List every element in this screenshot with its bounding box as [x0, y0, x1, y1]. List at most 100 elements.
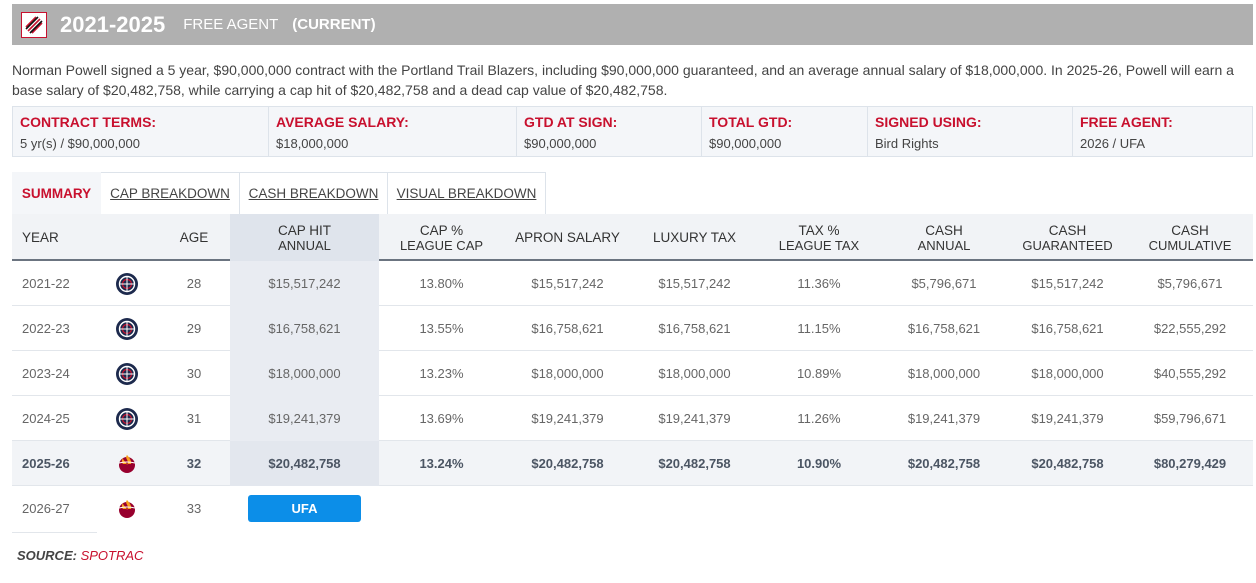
- col-luxury-tax[interactable]: LUXURY TAX: [631, 214, 758, 261]
- tab-cash-breakdown[interactable]: CASH BREAKDOWN: [240, 172, 388, 215]
- col-tax-pct[interactable]: TAX % LEAGUE TAX: [758, 214, 880, 261]
- contract-description: Norman Powell signed a 5 year, $90,000,0…: [12, 62, 1234, 98]
- cell-age: 30: [186, 366, 202, 381]
- contract-terms: CONTRACT TERMS: 5 yr(s) / $90,000,000 AV…: [12, 106, 1253, 157]
- cell-cash: $16,758,621: [907, 321, 981, 336]
- term-gtd-at-sign: GTD AT SIGN: $90,000,000: [517, 107, 702, 156]
- col-cash-cumulative[interactable]: CASH CUMULATIVE: [1127, 214, 1253, 261]
- contract-header: 2021-2025 FREE AGENT (CURRENT): [12, 4, 1253, 45]
- cell-cash-c: $59,796,671: [1153, 411, 1227, 426]
- current-label: (CURRENT): [292, 16, 376, 33]
- term-free-agent: FREE AGENT: 2026 / UFA: [1073, 107, 1252, 156]
- cell-team: [102, 351, 152, 396]
- col-cap-hit[interactable]: CAP HIT ANNUAL: [230, 214, 379, 261]
- term-label: FREE AGENT:: [1080, 114, 1173, 130]
- cell-team: [102, 486, 152, 531]
- cell-team: [102, 306, 152, 351]
- source-credit: SOURCE: SPOTRAC: [17, 548, 143, 563]
- cell-age: 32: [186, 456, 202, 471]
- contract-years: 2021-2025: [60, 11, 166, 37]
- cell-apron: $18,000,000: [531, 366, 604, 381]
- contract-status: FREE AGENT: [183, 16, 279, 33]
- cell-cash-c: $22,555,292: [1153, 321, 1227, 336]
- table-row-ufa: 2026-27 33 UFA: [12, 486, 1253, 531]
- col-year[interactable]: YEAR: [12, 214, 102, 261]
- cell-tax-pct: 11.26%: [797, 411, 841, 426]
- term-value: 2026 / UFA: [1080, 136, 1146, 151]
- col-cap-hit-sub: ANNUAL: [278, 237, 331, 253]
- ufa-badge[interactable]: UFA: [248, 495, 361, 522]
- cell-cash-g: $16,758,621: [1031, 321, 1104, 336]
- col-apron-salary[interactable]: APRON SALARY: [504, 214, 631, 261]
- ufa-row-divider: [12, 532, 97, 533]
- term-total-gtd: TOTAL GTD: $90,000,000: [702, 107, 868, 156]
- table-row: 2021-22 28 $15,517,242 13.80% $15,517,242 $15…: [12, 261, 1253, 306]
- term-value: $18,000,000: [276, 136, 349, 151]
- source-name[interactable]: SPOTRAC: [80, 548, 144, 563]
- cell-lux: $15,517,242: [658, 276, 731, 291]
- col-year-label: YEAR: [22, 230, 59, 245]
- trail-blazers-logo-icon: [21, 11, 47, 38]
- table-row: 2025-26 32 $20,482,758 13.24% $20,482,758 $20…: [12, 441, 1253, 486]
- term-average-salary: AVERAGE SALARY: $18,000,000: [269, 107, 517, 156]
- cell-tax-pct: 11.15%: [797, 321, 841, 336]
- cell-tax-pct: 11.36%: [797, 276, 841, 291]
- cell-apron: $16,758,621: [531, 321, 604, 336]
- cell-age: 31: [186, 411, 202, 426]
- breakdown-tabs: SUMMARY CAP BREAKDOWN CASH BREAKDOWN VIS…: [12, 172, 546, 215]
- tab-cap-breakdown[interactable]: CAP BREAKDOWN: [101, 172, 240, 215]
- col-cash-c-sub: CUMULATIVE: [1148, 237, 1232, 253]
- cell-cash: $20,482,758: [907, 456, 981, 471]
- cell-cap-pct: 13.69%: [419, 411, 464, 426]
- source-label: SOURCE:: [17, 548, 77, 563]
- cell-lux: $20,482,758: [658, 456, 731, 471]
- cell-apron: $20,482,758: [531, 456, 604, 471]
- term-label: CONTRACT TERMS:: [20, 114, 157, 130]
- clippers-logo-icon: [116, 317, 138, 340]
- cell-team: [102, 396, 152, 441]
- clippers-logo-icon: [116, 362, 138, 385]
- col-cap-pct[interactable]: CAP % LEAGUE CAP: [379, 214, 504, 261]
- tab-visual-breakdown[interactable]: VISUAL BREAKDOWN: [388, 172, 546, 215]
- cell-cash-c: $5,796,671: [1157, 276, 1223, 291]
- term-label: SIGNED USING:: [875, 114, 982, 130]
- cell-cash-g: $20,482,758: [1031, 456, 1104, 471]
- col-cash-annual[interactable]: CASH ANNUAL: [880, 214, 1008, 261]
- term-value: Bird Rights: [875, 136, 939, 151]
- cell-year: 2021-22: [22, 276, 70, 291]
- term-label: TOTAL GTD:: [709, 114, 793, 130]
- col-cash-guaranteed[interactable]: CASH GUARANTEED: [1008, 214, 1127, 261]
- tab-summary[interactable]: SUMMARY: [12, 172, 101, 215]
- cell-tax-pct: 10.89%: [796, 366, 842, 381]
- col-cash-label: CASH: [925, 222, 963, 238]
- cell-age: 33: [186, 501, 202, 516]
- col-tax-pct-label: TAX %: [798, 222, 840, 238]
- cell-cap-hit: $16,758,621: [230, 306, 379, 351]
- col-age-label: AGE: [179, 230, 209, 245]
- term-signed-using: SIGNED USING: Bird Rights: [868, 107, 1073, 156]
- cell-cap-hit: $15,517,242: [230, 261, 379, 306]
- cell-cap-hit: $19,241,379: [230, 396, 379, 441]
- cell-lux: $16,758,621: [658, 321, 731, 336]
- cell-cap-pct: 13.80%: [419, 276, 464, 291]
- cell-year: 2024-25: [22, 411, 70, 426]
- cell-cap-hit: $20,482,758: [230, 441, 379, 486]
- cell-year: 2023-24: [22, 366, 70, 381]
- col-age[interactable]: AGE: [164, 214, 224, 261]
- cell-year: 2026-27: [22, 501, 70, 516]
- clippers-logo-icon: [116, 407, 138, 430]
- cell-cash: $18,000,000: [907, 366, 981, 381]
- term-value: 5 yr(s) / $90,000,000: [20, 136, 140, 151]
- table-row: 2023-24 30 $18,000,000 13.23% $18,000,000 $18…: [12, 351, 1253, 396]
- col-tax-pct-sub: LEAGUE TAX: [778, 237, 860, 253]
- cell-cap-hit: UFA: [230, 486, 379, 531]
- cell-cash: $5,796,671: [911, 276, 977, 291]
- cell-cap-pct: 13.24%: [419, 456, 464, 471]
- term-value: $90,000,000: [709, 136, 782, 151]
- col-cap-pct-sub: LEAGUE CAP: [399, 237, 484, 253]
- cell-apron: $15,517,242: [531, 276, 604, 291]
- col-lux-label: LUXURY TAX: [652, 230, 737, 245]
- term-label: AVERAGE SALARY:: [276, 114, 409, 130]
- cell-cap-pct: 13.55%: [419, 321, 464, 336]
- term-contract-terms: CONTRACT TERMS: 5 yr(s) / $90,000,000: [13, 107, 269, 156]
